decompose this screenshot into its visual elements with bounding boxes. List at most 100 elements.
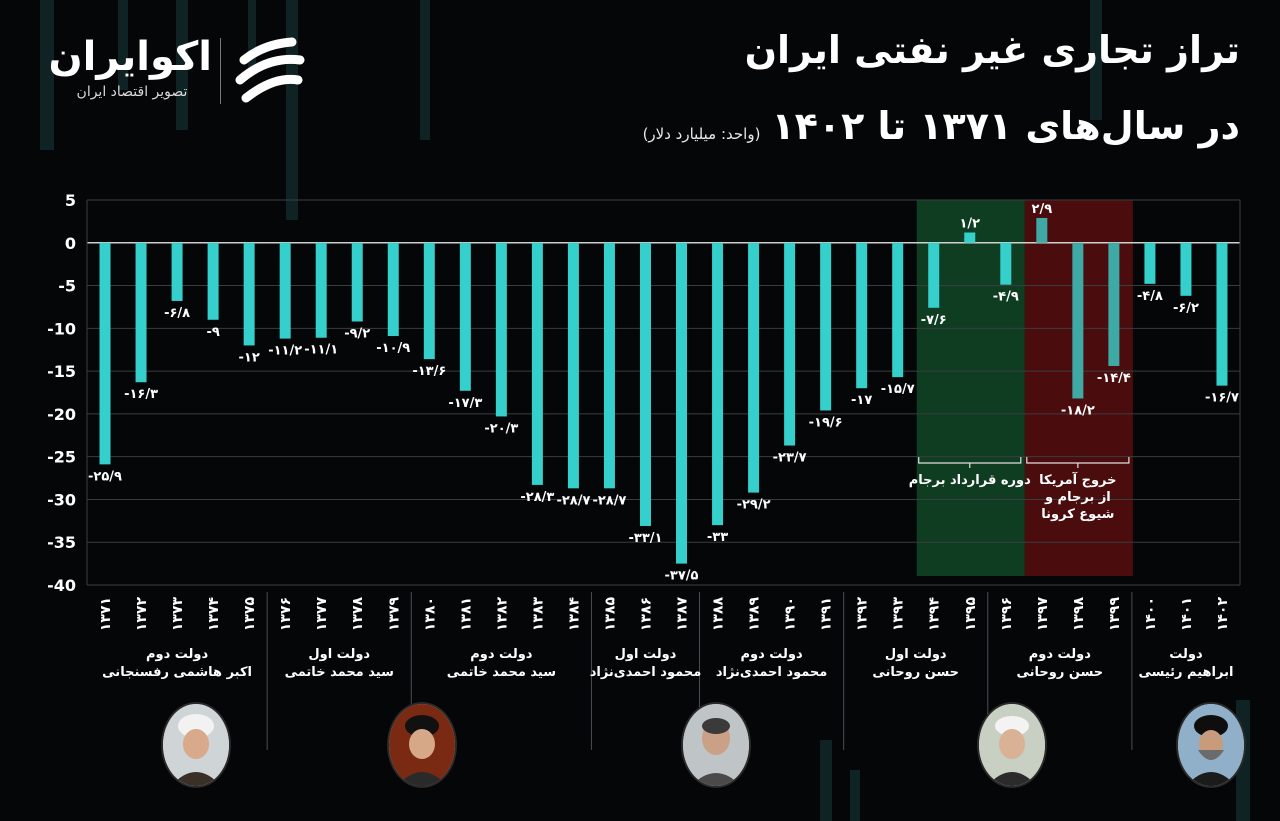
- avatar-khatami: [387, 702, 457, 788]
- bar-0: [99, 242, 111, 465]
- chart-title: تراز تجاری غیر نفتی ایران: [744, 28, 1240, 72]
- bar-9: [423, 242, 435, 360]
- y-tick-label: -10: [47, 319, 76, 338]
- value-label-15: -۳۳/۱: [629, 531, 663, 546]
- us-exit-covid-label-line-0: خروج آمریکا: [1039, 471, 1116, 488]
- value-label-17: -۳۳: [707, 530, 728, 545]
- value-label-26: ۲/۹: [1032, 202, 1053, 217]
- x-tick-label-5: ۱۳۷۶: [278, 597, 294, 631]
- brand-logo-icon: [235, 37, 305, 103]
- value-label-30: -۶/۲: [1173, 301, 1199, 316]
- us-exit-bracket: [1026, 457, 1130, 468]
- bar-14: [603, 242, 615, 489]
- x-tick-label-30: ۱۴۰۱: [1179, 597, 1195, 631]
- y-tick-label: -25: [47, 448, 76, 467]
- value-label-16: -۳۷/۵: [665, 569, 699, 584]
- value-label-5: -۱۱/۲: [268, 344, 302, 359]
- bar-3: [207, 242, 219, 320]
- x-tick-label-26: ۱۳۹۷: [1035, 597, 1051, 632]
- government-name-4: محمود احمدی‌نژاد: [716, 665, 828, 680]
- value-label-2: -۶/۸: [164, 306, 190, 321]
- x-tick-label-0: ۱۳۷۱: [98, 597, 114, 631]
- chart-unit: (واحد: میلیارد دلار): [642, 125, 761, 143]
- value-label-18: -۲۹/۲: [737, 498, 771, 513]
- x-tick-label-16: ۱۳۸۷: [675, 597, 691, 632]
- x-tick-label-27: ۱۳۹۸: [1071, 597, 1087, 632]
- bar-16: [676, 242, 688, 564]
- x-tick-label-8: ۱۳۷۹: [386, 597, 402, 632]
- value-label-14: -۲۸/۷: [592, 493, 626, 508]
- brand-tagline: تصویر اقتصاد ایران: [76, 84, 188, 100]
- bar-8: [387, 242, 399, 337]
- background-deco-bar: [176, 0, 188, 130]
- x-tick-label-17: ۱۳۸۸: [711, 597, 727, 632]
- government-name-7: ابراهیم رئیسی: [1138, 665, 1233, 680]
- government-name-1: سید محمد خاتمی: [285, 665, 394, 680]
- value-label-27: -۱۸/۲: [1061, 403, 1095, 418]
- jcpoa-period-label: دوره قرارداد برجام: [909, 473, 1031, 488]
- value-label-21: -۱۷: [851, 393, 872, 408]
- y-tick-label: -5: [58, 277, 76, 296]
- chart-subtitle: در سال‌های ۱۳۷۱ تا ۱۴۰۲ (واحد: میلیارد د…: [643, 104, 1240, 148]
- government-term-5: دولت اول: [885, 647, 947, 662]
- government-term-2: دولت دوم: [470, 647, 533, 662]
- y-tick-label: -40: [47, 576, 76, 595]
- x-tick-label-13: ۱۳۸۴: [566, 597, 582, 632]
- bar-11: [495, 242, 507, 417]
- government-name-3: محمود احمدی‌نژاد: [590, 665, 702, 680]
- bar-27: [1072, 242, 1084, 399]
- bar-19: [784, 242, 796, 446]
- government-name-6: حسن روحانی: [1017, 665, 1104, 680]
- bar-10: [459, 242, 471, 391]
- x-tick-label-20: ۱۳۹۱: [819, 597, 835, 631]
- x-tick-label-23: ۱۳۹۴: [927, 597, 943, 632]
- bar-12: [531, 242, 543, 485]
- x-tick-label-22: ۱۳۹۳: [891, 597, 907, 632]
- bar-15: [639, 242, 651, 526]
- value-label-13: -۲۸/۷: [556, 493, 590, 508]
- bar-13: [567, 242, 579, 489]
- x-tick-label-6: ۱۳۷۷: [314, 597, 330, 632]
- background-deco-bar: [420, 0, 430, 140]
- government-term-0: دولت دوم: [146, 647, 209, 662]
- jcpoa-bracket: [918, 457, 1022, 468]
- bar-20: [820, 242, 832, 411]
- background-deco-bar: [1090, 0, 1102, 120]
- value-label-11: -۲۰/۳: [484, 421, 518, 436]
- x-tick-label-7: ۱۳۷۸: [350, 597, 366, 632]
- x-tick-label-2: ۱۳۷۳: [170, 597, 186, 632]
- x-tick-label-4: ۱۳۷۵: [242, 597, 258, 632]
- background-deco-bar: [248, 0, 256, 70]
- x-tick-label-25: ۱۳۹۶: [999, 597, 1015, 631]
- bar-30: [1180, 242, 1192, 296]
- bar-6: [315, 242, 327, 338]
- x-tick-label-24: ۱۳۹۵: [963, 597, 979, 632]
- brand-name: اکوایران: [48, 34, 212, 80]
- value-label-31: -۱۶/۷: [1205, 391, 1239, 406]
- bar-4: [243, 242, 255, 346]
- value-label-25: -۴/۹: [993, 290, 1019, 305]
- avatar-raisi: [1176, 702, 1246, 788]
- government-name-2: سید محمد خاتمی: [447, 665, 556, 680]
- x-tick-label-1: ۱۳۷۲: [134, 597, 150, 632]
- value-label-1: -۱۶/۳: [124, 387, 158, 402]
- value-label-9: -۱۳/۶: [412, 364, 446, 379]
- logo-divider: [220, 38, 221, 104]
- y-tick-label: -20: [47, 405, 76, 424]
- bar-29: [1144, 242, 1156, 284]
- value-label-20: -۱۹/۶: [809, 415, 843, 430]
- bar-23: [928, 242, 940, 308]
- x-tick-label-21: ۱۳۹۲: [855, 597, 871, 632]
- bar-18: [748, 242, 760, 493]
- value-label-3: -۹: [206, 325, 219, 340]
- value-label-29: -۴/۸: [1137, 289, 1163, 304]
- bar-28: [1108, 242, 1120, 366]
- x-tick-label-3: ۱۳۷۴: [206, 597, 222, 632]
- background-deco-bar: [40, 0, 54, 150]
- value-label-22: -۱۵/۷: [881, 382, 915, 397]
- value-label-10: -۱۷/۳: [448, 396, 482, 411]
- bar-31: [1216, 242, 1228, 386]
- x-tick-label-9: ۱۳۸۰: [422, 597, 438, 631]
- background-deco-bar: [850, 770, 860, 821]
